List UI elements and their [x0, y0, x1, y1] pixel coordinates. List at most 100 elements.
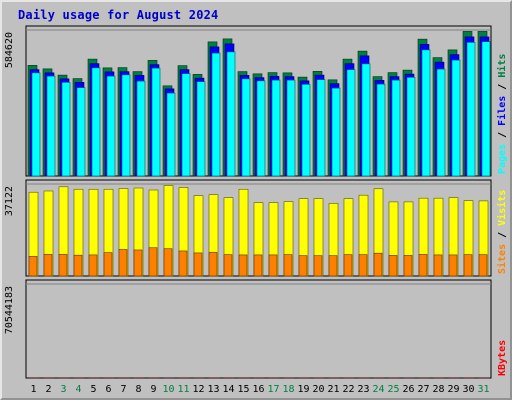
x-tick-label-day-12: 12	[192, 384, 204, 395]
bar-sites-day-4	[73, 254, 83, 277]
bar-sites-day-30	[463, 254, 473, 277]
x-tick-label-day-3: 3	[60, 384, 66, 395]
bar-pages-day-14	[226, 51, 236, 177]
x-tick-label-day-9: 9	[150, 384, 156, 395]
x-tick-label-day-4: 4	[75, 384, 81, 395]
bar-sites-day-31	[478, 254, 488, 277]
chart-title: Daily usage for August 2024	[18, 8, 219, 22]
side-labels-sites-visits: Sites / Visits	[496, 190, 508, 274]
bar-sites-day-5	[88, 254, 98, 277]
bar-pages-day-2	[46, 75, 56, 177]
bar-pages-day-12	[196, 81, 206, 177]
side-separator: /	[497, 78, 508, 96]
side-label-kbytes: KBytes	[497, 340, 508, 376]
bar-pages-day-11	[181, 73, 191, 177]
bar-pages-day-7	[121, 74, 131, 177]
x-tick-label-day-2: 2	[45, 384, 51, 395]
bar-pages-day-26	[406, 77, 416, 177]
x-tick-label-day-6: 6	[105, 384, 111, 395]
x-tick-label-day-24: 24	[372, 384, 384, 395]
bar-pages-day-27	[421, 49, 431, 177]
bar-sites-day-3	[58, 254, 68, 277]
bar-sites-day-16	[253, 254, 263, 277]
bar-pages-day-25	[391, 79, 401, 177]
bar-pages-day-20	[316, 79, 326, 177]
x-tick-label-day-8: 8	[135, 384, 141, 395]
max-label-hits-files-pages: 584620	[4, 32, 15, 68]
bar-sites-day-27	[418, 254, 428, 277]
bar-sites-day-18	[283, 254, 293, 277]
x-tick-label-day-29: 29	[447, 384, 459, 395]
max-label-kbytes: 70544183	[4, 286, 15, 334]
bar-pages-day-10	[166, 92, 176, 177]
bar-sites-day-28	[433, 254, 443, 277]
bar-sites-day-26	[403, 255, 413, 277]
side-separator: /	[497, 126, 508, 144]
x-tick-label-day-13: 13	[207, 384, 219, 395]
bar-sites-day-8	[133, 249, 143, 277]
bar-pages-day-3	[61, 82, 71, 177]
bar-pages-day-6	[106, 75, 116, 177]
bar-pages-day-15	[241, 78, 251, 177]
x-tick-label-day-7: 7	[120, 384, 126, 395]
bar-sites-day-10	[163, 248, 173, 277]
bar-pages-day-16	[256, 80, 266, 177]
bar-sites-day-22	[343, 254, 353, 277]
bar-pages-day-18	[286, 79, 296, 177]
bar-pages-day-28	[436, 68, 446, 177]
bar-pages-day-29	[451, 59, 461, 177]
x-tick-label-day-1: 1	[30, 384, 36, 395]
side-label-visits: Visits	[496, 190, 508, 226]
bar-sites-day-7	[118, 249, 128, 277]
bar-sites-day-25	[388, 255, 398, 277]
bar-pages-day-23	[361, 63, 371, 177]
x-tick-label-day-10: 10	[162, 384, 174, 395]
bar-pages-day-4	[76, 87, 86, 177]
x-tick-label-day-30: 30	[462, 384, 474, 395]
panel-kbytes	[25, 279, 492, 379]
bar-pages-day-24	[376, 83, 386, 177]
bar-pages-day-30	[466, 42, 476, 177]
bar-pages-day-8	[136, 80, 146, 177]
x-tick-label-day-21: 21	[327, 384, 339, 395]
x-tick-label-day-25: 25	[387, 384, 399, 395]
bar-sites-day-20	[313, 255, 323, 277]
bar-sites-day-9	[148, 247, 158, 277]
bar-sites-day-11	[178, 250, 188, 277]
bar-sites-day-24	[373, 252, 383, 277]
bar-sites-day-17	[268, 254, 278, 277]
bar-pages-day-21	[331, 87, 341, 177]
side-labels-hits-files-pages: Pages / Files / Hits	[496, 54, 508, 174]
bar-pages-day-1	[31, 72, 41, 177]
bar-pages-day-13	[211, 52, 221, 177]
side-label-files: Files	[496, 96, 508, 126]
x-tick-label-day-11: 11	[177, 384, 189, 395]
bar-pages-day-5	[91, 67, 101, 177]
x-tick-label-day-17: 17	[267, 384, 279, 395]
bar-sites-day-19	[298, 255, 308, 277]
side-separator: /	[497, 226, 508, 244]
x-tick-label-day-26: 26	[402, 384, 414, 395]
x-tick-label-day-23: 23	[357, 384, 369, 395]
bar-sites-day-14	[223, 254, 233, 277]
x-tick-label-day-19: 19	[297, 384, 309, 395]
x-tick-label-day-28: 28	[432, 384, 444, 395]
x-tick-label-day-16: 16	[252, 384, 264, 395]
bar-pages-day-19	[301, 84, 311, 177]
x-tick-label-day-20: 20	[312, 384, 324, 395]
side-label-pages: Pages	[497, 144, 508, 174]
bar-sites-day-15	[238, 254, 248, 277]
bar-sites-day-2	[43, 254, 53, 277]
x-tick-label-day-14: 14	[222, 384, 234, 395]
x-tick-label-day-5: 5	[90, 384, 96, 395]
bar-sites-day-1	[28, 256, 38, 277]
x-tick-label-day-27: 27	[417, 384, 429, 395]
side-label-hits: Hits	[496, 54, 508, 78]
bar-sites-day-13	[208, 252, 218, 277]
bar-sites-day-21	[328, 255, 338, 277]
bar-sites-day-6	[103, 252, 113, 277]
max-label-sites-visits: 37122	[4, 186, 15, 216]
bar-pages-day-22	[346, 69, 356, 177]
